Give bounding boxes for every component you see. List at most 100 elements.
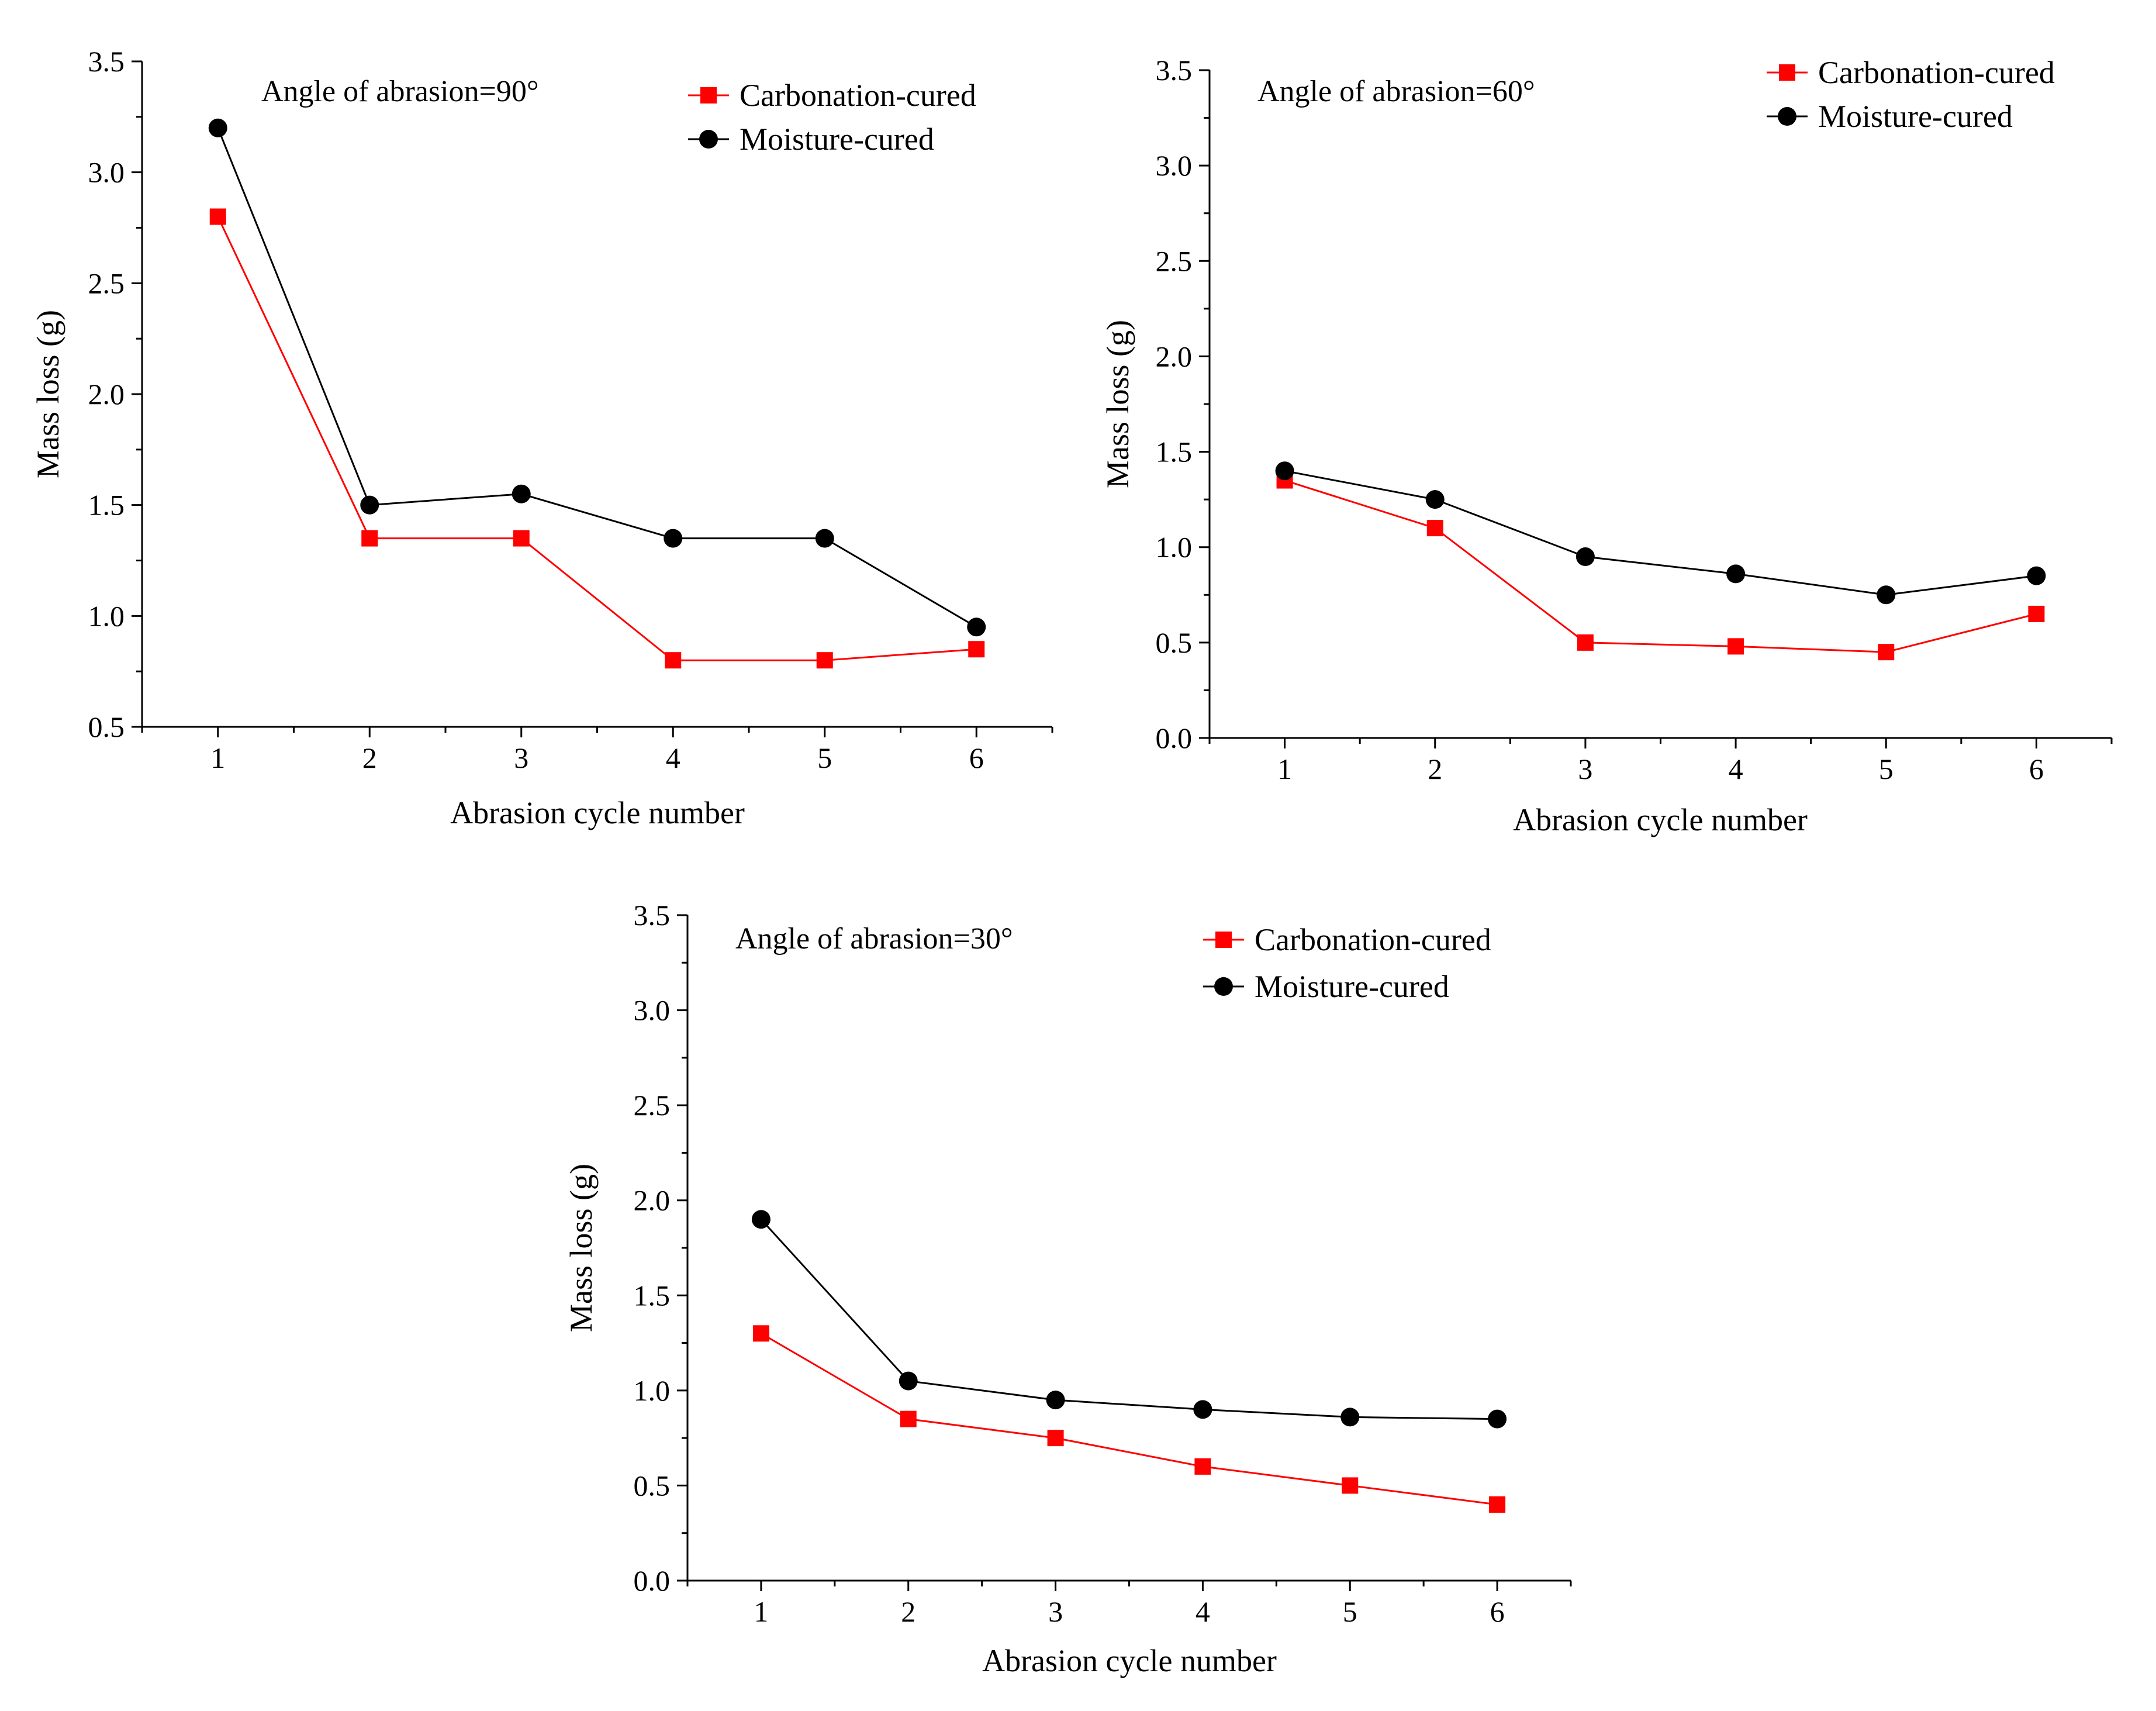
data-point-carbonation-cured bbox=[1878, 644, 1895, 661]
x-axis-title: Abrasion cycle number bbox=[982, 1643, 1277, 1678]
data-point-carbonation-cured bbox=[1727, 638, 1744, 655]
data-point-carbonation-cured bbox=[513, 530, 530, 547]
data-point-moisture-cured bbox=[1488, 1409, 1507, 1429]
data-point-carbonation-cured bbox=[1194, 1458, 1211, 1475]
y-tick-label: 3.0 bbox=[88, 156, 125, 189]
chart-panel-90-degrees: 0.5 1.0 1.5 2.0 2.5 3.0 3.5 1 2 3 4 5 6 Abrasion cycl… bbox=[30, 45, 1053, 830]
y-tick-label: 0.5 bbox=[1156, 626, 1193, 659]
y-tick-label: 0.5 bbox=[88, 710, 125, 743]
y-tick-label: 0.0 bbox=[634, 1564, 671, 1597]
x-tick-label: 5 bbox=[1879, 753, 1894, 785]
y-tick-label: 0.0 bbox=[1156, 722, 1193, 754]
y-tick-label: 2.5 bbox=[634, 1089, 671, 1122]
data-point-moisture-cured bbox=[512, 484, 531, 503]
data-point-moisture-cured bbox=[815, 529, 834, 548]
x-tick-label: 1 bbox=[754, 1595, 768, 1628]
y-tick-label: 1.5 bbox=[1156, 436, 1193, 468]
legend-marker-moisture-cured bbox=[699, 130, 718, 149]
data-point-carbonation-cured bbox=[1342, 1477, 1359, 1494]
angle-annotation: Angle of abrasion=90° bbox=[261, 75, 539, 108]
y-tick-label: 3.0 bbox=[634, 994, 671, 1027]
data-point-carbonation-cured bbox=[1489, 1496, 1506, 1513]
y-axis-title: Mass loss (g) bbox=[30, 310, 65, 478]
data-point-carbonation-cured bbox=[900, 1410, 917, 1427]
x-tick-label: 1 bbox=[210, 741, 225, 774]
y-axis-title: Mass loss (g) bbox=[564, 1164, 599, 1332]
data-point-carbonation-cured bbox=[968, 641, 985, 658]
y-tick-label: 2.0 bbox=[1156, 340, 1193, 372]
data-point-carbonation-cured bbox=[816, 652, 833, 669]
data-point-carbonation-cured bbox=[1426, 520, 1443, 537]
data-point-moisture-cured bbox=[1726, 564, 1746, 584]
y-tick-label: 1.5 bbox=[634, 1279, 671, 1312]
x-tick-label: 3 bbox=[1048, 1595, 1063, 1628]
y-tick-label: 1.0 bbox=[88, 599, 125, 632]
legend-label-moisture-cured: Moisture-cured bbox=[1818, 99, 2013, 134]
data-point-moisture-cured bbox=[967, 618, 986, 637]
data-point-moisture-cured bbox=[1425, 490, 1445, 509]
legend-label-moisture-cured: Moisture-cured bbox=[740, 122, 934, 157]
x-tick-label: 2 bbox=[1428, 753, 1442, 785]
legend-marker-carbonation-cured bbox=[1215, 932, 1232, 948]
legend-marker-moisture-cured bbox=[1214, 977, 1233, 996]
y-tick-label: 2.5 bbox=[88, 267, 125, 299]
data-point-moisture-cured bbox=[664, 529, 683, 548]
x-tick-label: 5 bbox=[1343, 1595, 1357, 1628]
x-axis-title: Abrasion cycle number bbox=[1513, 802, 1808, 837]
legend-marker-moisture-cured bbox=[1778, 107, 1796, 126]
x-tick-label: 4 bbox=[666, 741, 680, 774]
data-point-moisture-cured bbox=[2027, 566, 2046, 585]
data-point-carbonation-cured bbox=[665, 652, 682, 669]
series-line-moisture-cured bbox=[217, 127, 977, 628]
data-point-carbonation-cured bbox=[209, 208, 226, 225]
data-point-moisture-cured bbox=[899, 1371, 918, 1391]
data-point-carbonation-cured bbox=[361, 530, 378, 547]
y-tick-label: 2.0 bbox=[88, 378, 125, 410]
series-line-carbonation-cured bbox=[1284, 480, 2037, 653]
angle-annotation: Angle of abrasion=60° bbox=[1257, 75, 1535, 108]
y-tick-label: 1.5 bbox=[88, 489, 125, 522]
x-tick-label: 6 bbox=[969, 741, 984, 774]
x-tick-label: 3 bbox=[514, 741, 528, 774]
y-tick-label: 2.0 bbox=[634, 1184, 671, 1217]
data-point-moisture-cured bbox=[1193, 1400, 1212, 1419]
x-tick-label: 6 bbox=[2029, 753, 2044, 785]
legend-label-carbonation-cured: Carbonation-cured bbox=[740, 78, 976, 113]
data-point-moisture-cured bbox=[1877, 585, 1896, 605]
x-tick-label: 6 bbox=[1490, 1595, 1505, 1628]
data-point-moisture-cured bbox=[1046, 1391, 1065, 1410]
x-tick-label: 1 bbox=[1277, 753, 1292, 785]
x-tick-label: 5 bbox=[817, 741, 832, 774]
data-point-moisture-cured bbox=[1575, 547, 1595, 567]
data-point-moisture-cured bbox=[1340, 1408, 1360, 1427]
legend-label-carbonation-cured: Carbonation-cured bbox=[1255, 922, 1491, 957]
data-point-moisture-cured bbox=[1275, 461, 1294, 481]
data-point-carbonation-cured bbox=[752, 1325, 769, 1342]
y-tick-label: 3.5 bbox=[88, 45, 125, 78]
x-tick-label: 4 bbox=[1196, 1595, 1210, 1628]
data-point-moisture-cured bbox=[208, 118, 227, 137]
legend-marker-carbonation-cured bbox=[700, 87, 717, 104]
legend-marker-carbonation-cured bbox=[1779, 64, 1795, 81]
y-tick-label: 3.5 bbox=[1156, 54, 1193, 87]
x-tick-label: 2 bbox=[901, 1595, 915, 1628]
y-axis-title: Mass loss (g) bbox=[1100, 320, 1135, 488]
y-tick-label: 1.0 bbox=[634, 1374, 671, 1407]
series-line-moisture-cured bbox=[1284, 470, 2037, 596]
data-point-carbonation-cured bbox=[2028, 605, 2045, 622]
y-tick-label: 1.0 bbox=[1156, 531, 1193, 564]
series-line-carbonation-cured bbox=[217, 216, 977, 661]
y-tick-label: 2.5 bbox=[1156, 244, 1193, 277]
data-point-moisture-cured bbox=[360, 495, 379, 515]
data-point-carbonation-cured bbox=[1577, 634, 1594, 651]
y-tick-label: 3.0 bbox=[1156, 149, 1193, 182]
data-point-moisture-cured bbox=[751, 1210, 771, 1229]
legend-label-moisture-cured: Moisture-cured bbox=[1255, 969, 1449, 1004]
series-line-carbonation-cured bbox=[761, 1333, 1498, 1506]
series-line-moisture-cured bbox=[760, 1219, 1498, 1420]
y-tick-label: 0.5 bbox=[634, 1469, 671, 1502]
x-tick-label: 2 bbox=[362, 741, 377, 774]
legend-label-carbonation-cured: Carbonation-cured bbox=[1818, 55, 2055, 90]
chart-panel-30-degrees: 0.0 0.5 1.0 1.5 2.0 2.5 3.0 3.5 1 2 3 4 5 6 Abrasion c… bbox=[564, 899, 1572, 1678]
